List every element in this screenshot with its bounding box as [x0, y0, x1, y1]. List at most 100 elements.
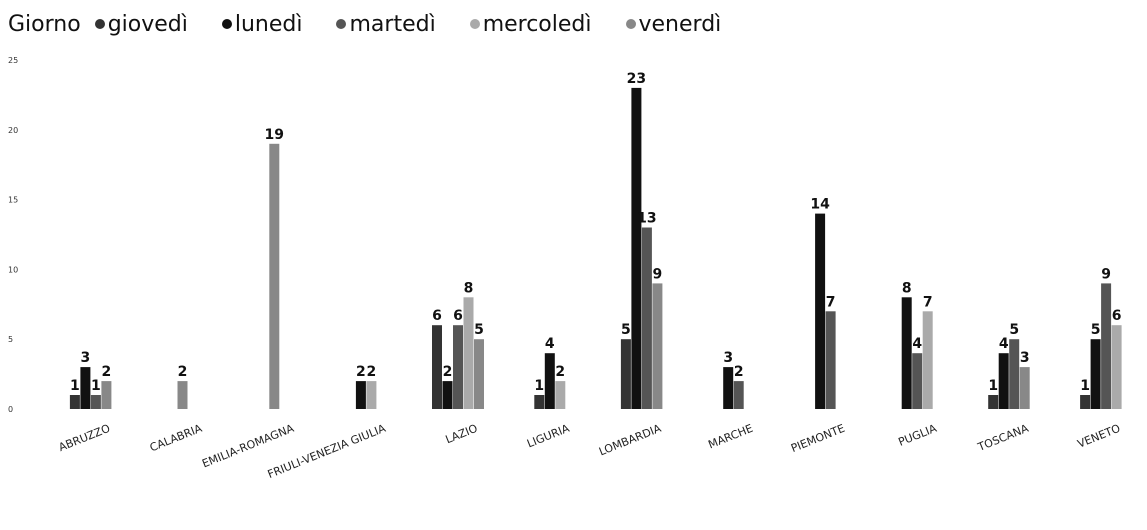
legend-marker-icon: [625, 19, 636, 29]
data-label: 1: [70, 378, 80, 394]
data-label: 5: [621, 322, 631, 338]
y-tick-label: 10: [8, 265, 18, 274]
y-tick-label: 20: [8, 126, 18, 135]
bar-lunedì: [631, 87, 642, 410]
data-label: 9: [653, 266, 663, 282]
bar-lunedì: [1090, 339, 1101, 409]
legend-marker-icon: [336, 19, 347, 29]
bar-martedì: [453, 325, 463, 409]
data-label: 5: [1091, 322, 1101, 338]
bar-venerdì: [269, 143, 280, 410]
data-label: 2: [555, 364, 565, 380]
bar-venerdì: [474, 339, 484, 409]
bar-martedì: [641, 227, 652, 409]
bar-lunedì: [901, 297, 912, 409]
bar-lunedì: [544, 353, 555, 409]
data-label: 6: [432, 308, 442, 324]
data-label: 13: [637, 211, 656, 227]
legend-item[interactable]: giovedì: [94, 11, 188, 37]
bar-lunedì: [723, 367, 734, 409]
legend-marker-icon: [221, 19, 232, 29]
bar-mercoledì: [463, 297, 474, 409]
data-label: 5: [1009, 322, 1019, 338]
legend-label: lunedì: [234, 11, 303, 37]
x-category-label: CALABRIA: [148, 422, 204, 455]
data-label: 2: [356, 364, 366, 380]
data-label: 3: [723, 350, 733, 366]
data-label: 6: [1112, 308, 1122, 324]
legend-item[interactable]: mercoledì: [469, 11, 592, 37]
bar-lunedì: [998, 353, 1009, 409]
data-label: 14: [810, 197, 830, 213]
bar-giovedì: [432, 325, 442, 409]
legend-label: giovedì: [107, 11, 188, 37]
data-label: 2: [178, 364, 188, 380]
bar-giovedì: [534, 395, 545, 409]
x-category-label: ABRUZZO: [57, 422, 113, 455]
bar-venerdì: [101, 381, 112, 409]
y-tick-label: 15: [8, 196, 18, 205]
data-label: 1: [1080, 378, 1090, 394]
bar-lunedì: [815, 213, 826, 409]
data-label: 1: [91, 378, 101, 394]
legend-label: venerdì: [638, 11, 722, 37]
bar-mercoledì: [555, 381, 566, 409]
y-tick-label: 25: [8, 56, 18, 65]
data-label: 2: [367, 364, 377, 380]
bar-martedì: [90, 395, 101, 409]
legend-item[interactable]: lunedì: [221, 11, 303, 37]
bar-mercoledì: [1111, 325, 1122, 409]
bar-venerdì: [177, 381, 188, 409]
bar-mercoledì: [922, 311, 933, 409]
data-label: 8: [902, 280, 912, 296]
bar-lunedì: [355, 381, 366, 409]
y-tick-label: 0: [8, 405, 13, 414]
y-tick-label: 5: [8, 335, 13, 344]
data-label: 7: [923, 294, 933, 310]
data-label: 4: [545, 336, 555, 352]
x-category-label: PIEMONTE: [789, 422, 847, 455]
bar-lunedì: [442, 381, 453, 409]
x-category-label: LOMBARDIA: [597, 422, 663, 459]
bar-martedì: [733, 381, 744, 409]
data-label: 5: [474, 322, 484, 338]
data-label: 3: [81, 350, 91, 366]
data-label: 1: [988, 378, 998, 394]
legend-item[interactable]: martedì: [336, 11, 436, 37]
x-category-label: LAZIO: [444, 422, 480, 447]
data-label: 4: [912, 336, 922, 352]
bar-martedì: [825, 311, 836, 409]
data-label: 2: [734, 364, 744, 380]
x-category-label: LIGURIA: [525, 422, 571, 451]
legend-label: mercoledì: [482, 11, 592, 37]
bar-martedì: [912, 353, 923, 409]
data-label: 6: [453, 308, 463, 324]
data-label: 7: [826, 294, 836, 310]
data-label: 9: [1101, 266, 1111, 282]
bar-lunedì: [80, 367, 91, 409]
bar-mercoledì: [366, 381, 377, 409]
legend-title: Giorno: [8, 11, 81, 37]
bar-venerdì: [1019, 367, 1030, 409]
x-category-label: TOSCANA: [975, 422, 1031, 455]
data-label: 8: [464, 280, 474, 296]
bar-giovedì: [69, 395, 80, 409]
x-category-label: MARCHE: [706, 422, 755, 452]
x-category-label: VENETO: [1076, 422, 1123, 451]
data-label: 23: [627, 71, 646, 87]
x-category-label: PUGLIA: [896, 422, 938, 449]
data-label: 19: [265, 127, 284, 143]
legend-marker-icon: [469, 19, 480, 29]
bar-martedì: [1009, 339, 1020, 409]
data-label: 4: [999, 336, 1009, 352]
bar-giovedì: [1080, 395, 1091, 409]
legend-label: martedì: [349, 11, 436, 37]
data-label: 3: [1020, 350, 1030, 366]
bar-giovedì: [620, 339, 631, 409]
bar-venerdì: [652, 283, 663, 409]
legend-item[interactable]: venerdì: [625, 11, 722, 37]
chart-legend: Giorno giovedì lunedì martedì mercoledì vene…: [8, 10, 755, 38]
data-label: 2: [102, 364, 112, 380]
bar-giovedì: [988, 395, 999, 409]
